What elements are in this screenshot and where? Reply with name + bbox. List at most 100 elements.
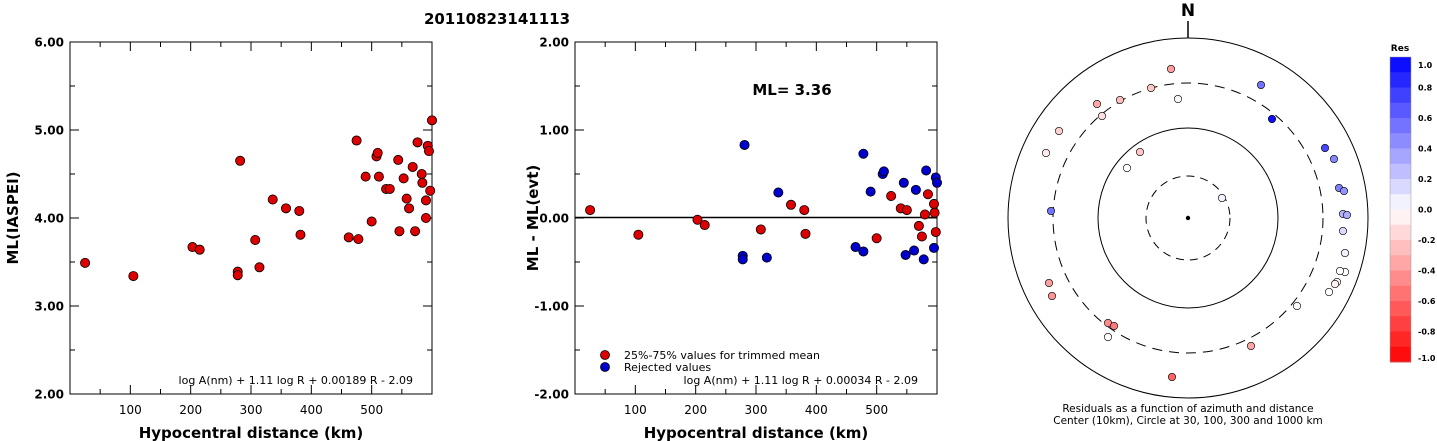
- station-marker: [1110, 321, 1119, 330]
- data-point: [393, 154, 404, 165]
- center-dot: [1185, 215, 1191, 221]
- station-marker: [1136, 148, 1145, 157]
- colorbar-tick-label: -0.4: [1418, 267, 1436, 276]
- y-tick-label: 3.00: [34, 300, 64, 314]
- station-marker: [1048, 291, 1057, 300]
- colorbar-cell: [1390, 240, 1411, 256]
- data-point: [850, 242, 861, 253]
- data-point: [398, 173, 409, 184]
- colorbar-cell: [1390, 102, 1411, 119]
- x-tick-label: 500: [865, 403, 888, 417]
- station-marker: [1343, 211, 1352, 220]
- colorbar-tick-label: 0.2: [1418, 175, 1432, 184]
- station-marker: [1123, 164, 1132, 173]
- colorbar-frame: [1389, 56, 1412, 363]
- data-point: [384, 183, 395, 194]
- x-tick-label: 400: [300, 403, 323, 417]
- data-point: [280, 203, 291, 214]
- colorbar-cell: [1390, 316, 1411, 332]
- colorbar-cell: [1390, 209, 1411, 226]
- legend-label-trimmed: 25%-75% values for trimmed mean: [624, 349, 820, 362]
- colorbar-cell: [1390, 179, 1411, 195]
- colorbar-cells: [1390, 57, 1411, 363]
- station-marker: [1293, 301, 1302, 310]
- y-ticks: 2.00 3.00 4.00 5.00 6.00: [34, 36, 432, 402]
- data-point: [900, 249, 911, 260]
- data-point: [360, 171, 371, 182]
- data-point: [254, 262, 265, 273]
- data-point: [898, 177, 909, 188]
- colorbar-tick-label: 1.0: [1418, 61, 1433, 70]
- colorbar-cell: [1390, 331, 1411, 348]
- data-point: [250, 234, 261, 245]
- legend-label-rejected: Rejected values: [624, 361, 711, 374]
- station-marker: [1268, 115, 1277, 124]
- colorbar-tick-label: -0.6: [1418, 297, 1436, 306]
- colorbar-title: Res: [1391, 44, 1409, 54]
- colorbar-cell: [1390, 148, 1411, 165]
- y-tick-label: 0.00: [539, 212, 569, 226]
- data-point: [295, 229, 306, 240]
- x-tick-label: 500: [360, 403, 383, 417]
- data-point: [366, 216, 377, 227]
- formula-text: log A(nm) + 1.11 log R + 0.00034 R - 2.0…: [684, 374, 918, 387]
- data-point: [426, 115, 437, 126]
- data-point: [761, 252, 772, 263]
- data-point: [194, 244, 205, 255]
- data-point: [420, 195, 431, 206]
- station-marker: [1340, 187, 1349, 196]
- y-tick-label: -1.00: [534, 300, 569, 314]
- legend-marker-rejected: [600, 362, 610, 372]
- legend-marker-trimmed: [600, 350, 610, 360]
- data-point: [871, 233, 882, 244]
- station-marker: [1331, 279, 1340, 288]
- data-point: [739, 139, 750, 150]
- y-tick-label: 4.00: [34, 212, 64, 226]
- station-marker: [1325, 287, 1334, 296]
- colorbar-tick-label: -0.2: [1418, 236, 1436, 245]
- data-point: [343, 232, 354, 243]
- circle-1000km: [1007, 37, 1369, 399]
- station-marker: [1147, 84, 1156, 93]
- colorbar-cell: [1390, 285, 1411, 302]
- data-points: [585, 139, 943, 265]
- data-point: [909, 245, 920, 256]
- x-axis-label: Hypocentral distance (km): [644, 424, 869, 441]
- data-point: [858, 246, 869, 257]
- data-point: [799, 205, 810, 216]
- data-point: [918, 254, 929, 265]
- data-point: [416, 168, 427, 179]
- y-tick-label: -2.00: [534, 388, 569, 402]
- data-point: [929, 207, 940, 218]
- colorbar-cell: [1390, 72, 1411, 88]
- x-ticks: 100 200 300 400 500: [604, 42, 908, 417]
- y-tick-label: 1.00: [539, 124, 569, 138]
- colorbar-cell: [1390, 224, 1411, 241]
- plot-frame: [69, 41, 433, 395]
- x-tick-label: 300: [240, 403, 263, 417]
- y-tick-label: 6.00: [34, 36, 64, 50]
- colorbar-cell: [1390, 255, 1411, 271]
- data-point: [928, 198, 939, 209]
- station-marker: [1055, 127, 1064, 136]
- data-point: [858, 148, 869, 159]
- circle-30km: [1145, 175, 1231, 261]
- north-label: N: [1181, 1, 1195, 21]
- station-marker: [1257, 81, 1266, 90]
- data-point: [423, 146, 434, 157]
- x-tick-label: 400: [805, 403, 828, 417]
- station-marker: [1167, 65, 1176, 74]
- data-point: [372, 147, 383, 158]
- panel-ml-vs-distance: 2.00 3.00 4.00 5.00 6.00 100 200 300 400 500 log…: [4, 36, 437, 441]
- data-point: [633, 229, 644, 240]
- colorbar-cell: [1390, 163, 1411, 180]
- colorbar-tick-label: -0.8: [1418, 328, 1436, 337]
- data-point: [755, 224, 766, 235]
- data-point: [417, 177, 428, 188]
- station-marker: [1098, 112, 1107, 121]
- colorbar-tick-label: -1.0: [1418, 354, 1436, 363]
- data-point: [128, 271, 139, 282]
- event-title: 20110823141113: [424, 10, 570, 28]
- data-points: [80, 115, 437, 282]
